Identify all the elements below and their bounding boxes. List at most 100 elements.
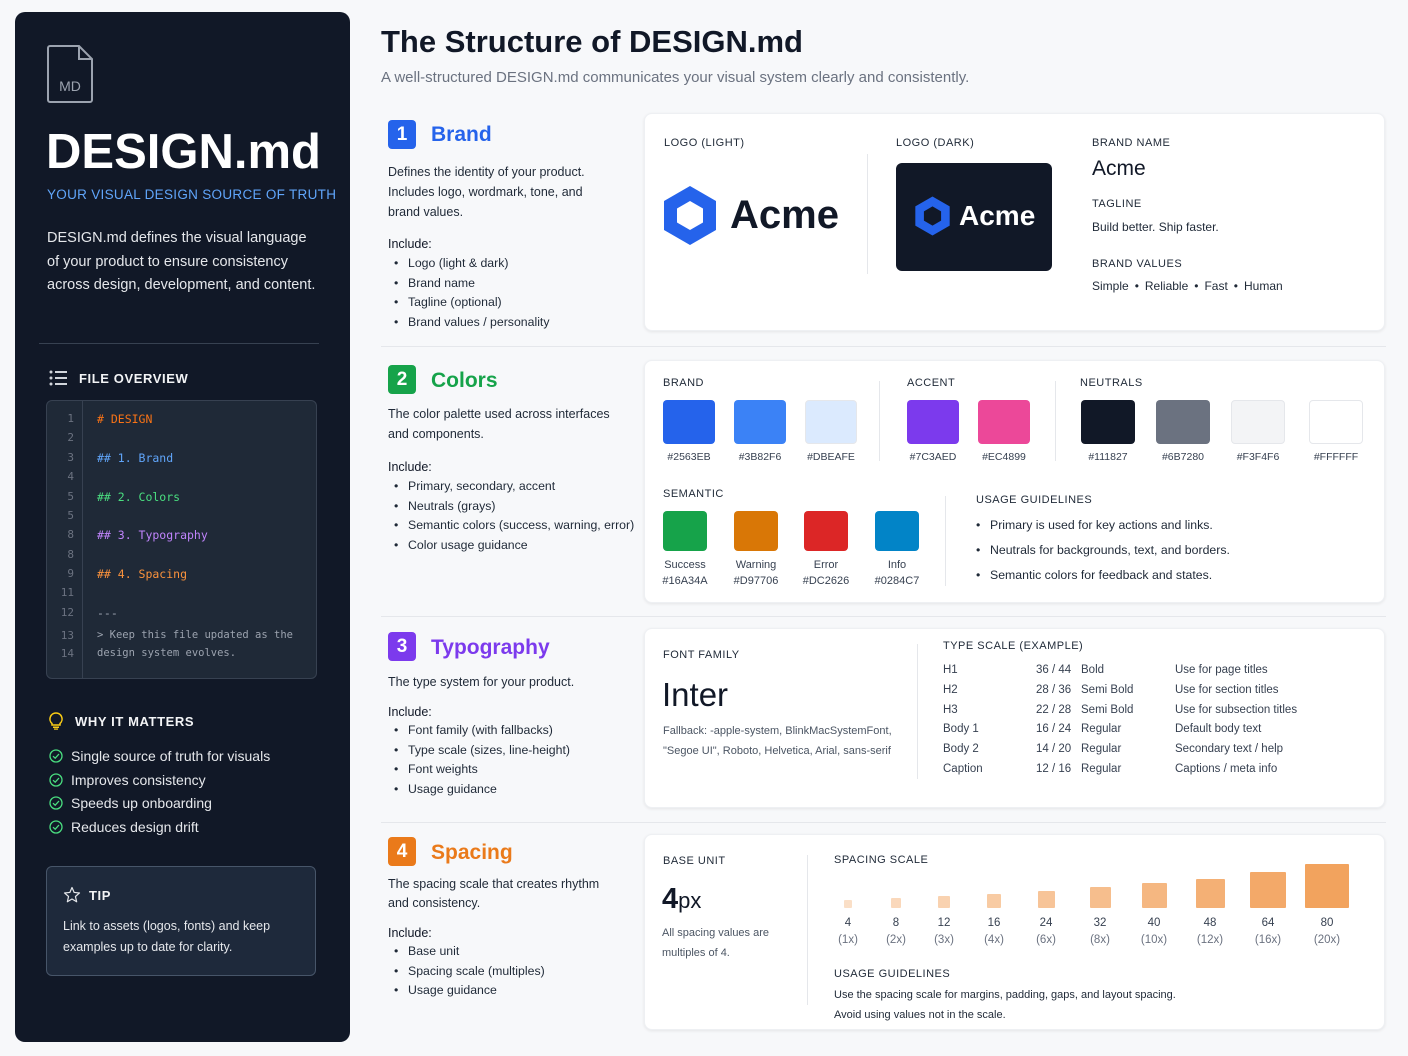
section-number-colors: 2 (388, 365, 416, 394)
base-unit-suffix: px (678, 888, 702, 913)
file-overview-heading: FILE OVERVIEW (49, 370, 188, 386)
include-item: Usage guidance (388, 782, 570, 802)
spacing-swatch (891, 898, 901, 908)
spacing-value: 8 (2x) (872, 915, 920, 949)
why-heading: WHY IT MATTERS (49, 712, 194, 730)
spacing-value: 32 (8x) (1076, 915, 1124, 949)
color-swatch (1081, 400, 1135, 444)
spacing-value: 4 (1x) (824, 915, 872, 949)
font-family-name: Inter (662, 676, 729, 713)
why-item: Reduces design drift (49, 815, 270, 839)
tip-label: TIP (89, 887, 112, 903)
spacing-swatch (1305, 864, 1349, 908)
section-number-brand: 1 (388, 120, 416, 149)
spacing-value-number: 48 (1203, 917, 1217, 929)
check-circle-icon (49, 796, 63, 811)
spacing-value: 80 (20x) (1303, 915, 1351, 949)
why-item-label: Reduces design drift (71, 819, 199, 836)
acme-hexagon-logo-icon (664, 186, 716, 245)
line-number: 1 (67, 412, 74, 425)
page-subtitle: A well-structured DESIGN.md communicates… (381, 69, 970, 86)
include-item: Spacing scale (multiples) (388, 964, 545, 984)
value-separator: • (1194, 279, 1199, 293)
semantic-name: Warning (735, 559, 777, 571)
line-text: design system evolves. (97, 647, 237, 659)
include-label-brand: Include: (388, 237, 432, 251)
spacing-value: 12 (3x) (920, 915, 968, 949)
type-scale-cell: 12 / 16 (1036, 763, 1072, 775)
color-hex: #EC4899 (982, 451, 1026, 463)
semantic-swatch (875, 511, 919, 551)
type-scale-cell: Captions / meta info (1175, 763, 1278, 775)
typography-card: FONT FAMILY Inter Fallback: -apple-syste… (644, 628, 1385, 808)
color-hex: #DBEAFE (807, 451, 855, 463)
value-separator: • (1233, 279, 1238, 293)
section-divider (381, 346, 1386, 347)
type-scale-cell: 36 / 44 (1036, 664, 1072, 676)
star-icon (63, 886, 81, 903)
color-hex: #6B7280 (1161, 451, 1205, 463)
type-scale-cell: Use for subsection titles (1175, 703, 1298, 716)
type-scale-cell: Regular (1081, 743, 1122, 756)
divider (807, 855, 808, 1005)
line-text: > Keep this file updated as the (97, 629, 293, 641)
sidebar-description: DESIGN.md defines the visual language of… (47, 230, 316, 293)
spacing-value-number: 40 (1147, 917, 1161, 929)
spacing-card: BASE UNIT 4px All spacing values are mul… (644, 834, 1385, 1030)
type-scale-cell: Bold (1081, 664, 1105, 676)
include-item: Primary, secondary, accent (388, 479, 634, 499)
color-hex: #3B82F6 (738, 451, 782, 463)
check-circle-icon (49, 773, 63, 787)
spacing-value-multiple: (12x) (1196, 934, 1224, 946)
page-title: The Structure of DESIGN.md (381, 24, 803, 59)
spacing-value-number: 32 (1093, 917, 1107, 929)
type-scale-label: TYPE SCALE (EXAMPLE) (943, 640, 1084, 652)
spacing-value-multiple: (16x) (1254, 934, 1282, 946)
base-unit-value: 4px (662, 883, 701, 916)
line-number: 2 (67, 431, 74, 444)
spacing-swatch (1195, 879, 1225, 908)
line-text: ## 2. Colors (97, 490, 181, 504)
file-overview-label: FILE OVERVIEW (79, 370, 189, 386)
color-hex: #111827 (1088, 451, 1128, 463)
brand-name: Acme (1092, 157, 1146, 180)
spacing-value: 40 (10x) (1130, 915, 1178, 949)
include-list-spacing: Base unitSpacing scale (multiples)Usage … (388, 944, 545, 1003)
type-scale-cell: H1 (943, 664, 958, 676)
color-usage-label: USAGE GUIDELINES (976, 494, 1093, 506)
colors-card: BRAND #2563EB #3B82F6 #DBEAFE ACCENT #7C3A… (644, 360, 1385, 603)
why-item: Single source of truth for visuals (49, 744, 270, 768)
value-separator: • (1134, 279, 1139, 293)
include-item: Brand values / personality (388, 315, 550, 335)
line-number: 5 (67, 490, 74, 503)
spacing-usage-line: Avoid using values not in the scale. (834, 1008, 1006, 1021)
spacing-value-number: 4 (844, 917, 852, 929)
include-list-colors: Primary, secondary, accentNeutrals (gray… (388, 479, 634, 557)
font-fallback: Fallback: -apple-system, BlinkMacSystemF… (663, 725, 892, 757)
line-number: 11 (60, 586, 74, 599)
semantic-swatch (663, 511, 707, 551)
include-item: Type scale (sizes, line-height) (388, 743, 570, 763)
line-text: --- (97, 606, 118, 620)
why-list: Single source of truth for visuals Improv… (49, 744, 270, 839)
sidebar-divider (39, 343, 319, 344)
spacing-usage-text: Use the spacing scale for margins, paddi… (834, 986, 1176, 1025)
divider (1055, 381, 1056, 461)
color-swatch (1156, 400, 1210, 444)
spacing-value-number: 16 (987, 917, 1001, 929)
line-number: 5 (67, 509, 74, 522)
spacing-value-number: 64 (1261, 917, 1275, 929)
semantic-name: Info (887, 559, 907, 571)
include-item: Semantic colors (success, warning, error… (388, 518, 634, 538)
line-number: 8 (67, 528, 74, 541)
sidebar: MD DESIGN.md YOUR VISUAL DESIGN SOURCE O… (15, 12, 350, 1042)
sidebar-title: DESIGN.md (46, 125, 321, 179)
check-circle-icon (49, 820, 63, 834)
type-scale-cell: Default body text (1175, 723, 1262, 736)
type-scale-cell: Use for page titles (1175, 664, 1268, 676)
why-item-label: Single source of truth for visuals (71, 747, 271, 764)
include-item: Neutrals (grays) (388, 499, 634, 519)
type-scale-cell: Regular (1081, 723, 1122, 736)
list-icon (49, 370, 67, 386)
why-item: Improves consistency (49, 768, 270, 792)
